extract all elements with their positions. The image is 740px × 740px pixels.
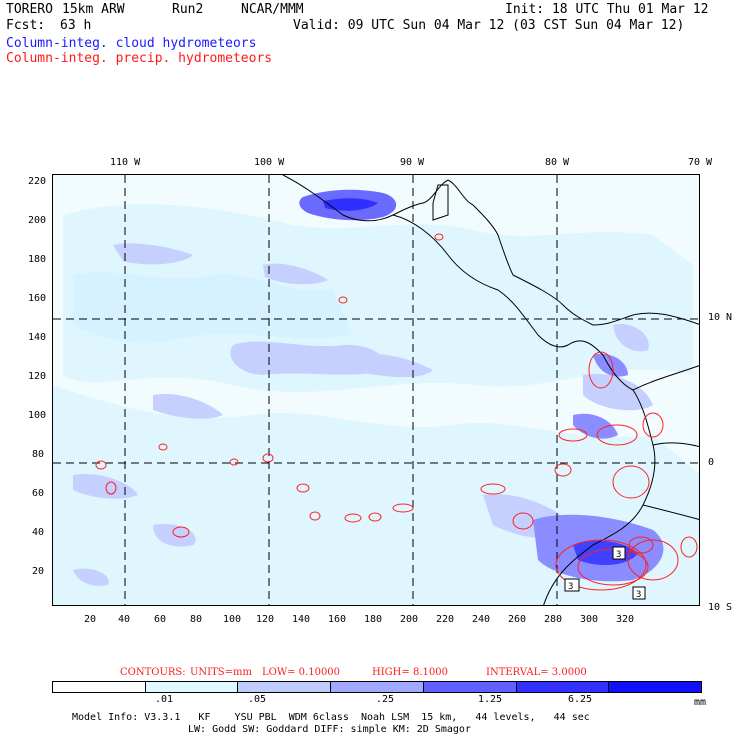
grid-lines xyxy=(53,175,699,605)
y-tick-label: 80 xyxy=(32,449,45,460)
coastlines xyxy=(282,175,699,605)
legend-swatch xyxy=(609,682,702,692)
contour-label: 3 xyxy=(568,582,573,592)
legend-swatch xyxy=(331,682,424,692)
contour-label: 3 xyxy=(636,590,641,600)
contours-low: LOW= 0.10000 xyxy=(262,667,341,678)
legend-tick: 1.25 xyxy=(478,694,503,705)
legend-swatch xyxy=(238,682,332,692)
model-run: Run2 xyxy=(172,2,204,17)
x-tick-label: 160 xyxy=(328,614,347,625)
x-tick-label: 200 xyxy=(400,614,419,625)
contours-units: UNITS=mm xyxy=(190,667,252,678)
forecast-label: Fcst: xyxy=(6,18,46,33)
y-tick-label: 40 xyxy=(32,527,45,538)
cloud-shading-heavy xyxy=(299,189,664,582)
x-tick-label: 260 xyxy=(508,614,527,625)
lon-label: 90 W xyxy=(400,157,425,168)
x-tick-label: 240 xyxy=(472,614,491,625)
legend-swatch xyxy=(53,682,146,692)
legend-units: mm xyxy=(694,697,707,708)
model-org: NCAR/MMM xyxy=(241,2,304,17)
map-panel: 3 3 3 xyxy=(52,174,700,606)
map-canvas: 3 3 3 xyxy=(53,175,699,605)
y-tick-label: 160 xyxy=(28,293,47,304)
x-tick-label: 60 xyxy=(154,614,167,625)
lon-label: 110 W xyxy=(110,157,141,168)
lat-label: 10 S xyxy=(708,602,733,613)
x-tick-label: 280 xyxy=(544,614,563,625)
contour-labels: 3 3 3 xyxy=(564,546,646,600)
y-tick-label: 120 xyxy=(28,371,47,382)
legend-tick: .01 xyxy=(155,694,174,705)
legend-tick: .25 xyxy=(376,694,395,705)
forecast-hour: 63 h xyxy=(60,18,92,33)
model-info-line1: Model Info: V3.3.1 KF YSU PBL WDM 6class… xyxy=(72,712,590,723)
init-time: Init: 18 UTC Thu 01 Mar 12 xyxy=(505,2,709,17)
valid-time: Valid: 09 UTC Sun 04 Mar 12 (03 CST Sun … xyxy=(293,18,685,33)
legend-swatch xyxy=(423,682,517,692)
model-info-line2: LW: Godd SW: Goddard DIFF: simple KM: 2D… xyxy=(188,724,471,735)
legend-swatch xyxy=(516,682,610,692)
x-tick-label: 220 xyxy=(436,614,455,625)
x-tick-label: 140 xyxy=(292,614,311,625)
y-tick-label: 140 xyxy=(28,332,47,343)
legend-colorbar xyxy=(52,681,702,693)
lon-label: 100 W xyxy=(254,157,285,168)
model-name: TORERO xyxy=(6,2,53,17)
x-tick-label: 20 xyxy=(84,614,97,625)
contour-label: 3 xyxy=(616,550,621,560)
contours-high: HIGH= 8.1000 xyxy=(372,667,448,678)
model-resolution: 15km ARW xyxy=(62,2,125,17)
lon-label: 70 W xyxy=(688,157,713,168)
contours-interval: INTERVAL= 3.0000 xyxy=(486,667,587,678)
x-tick-label: 80 xyxy=(190,614,203,625)
precip-field-title: Column-integ. precip. hydrometeors xyxy=(6,51,273,66)
x-tick-label: 120 xyxy=(256,614,275,625)
lat-label: 0 xyxy=(708,457,715,468)
legend-swatch xyxy=(145,682,239,692)
x-tick-label: 100 xyxy=(223,614,242,625)
cloud-field-title: Column-integ. cloud hydrometeors xyxy=(6,36,257,51)
y-tick-label: 220 xyxy=(28,176,47,187)
y-tick-label: 200 xyxy=(28,215,47,226)
lat-label: 10 N xyxy=(708,312,733,323)
x-tick-label: 40 xyxy=(118,614,131,625)
y-tick-label: 100 xyxy=(28,410,47,421)
x-tick-label: 180 xyxy=(364,614,383,625)
y-tick-label: 60 xyxy=(32,488,45,499)
y-tick-label: 20 xyxy=(32,566,45,577)
x-tick-label: 320 xyxy=(616,614,635,625)
legend-tick: 6.25 xyxy=(568,694,593,705)
contours-label: CONTOURS: xyxy=(120,667,186,678)
y-tick-label: 180 xyxy=(28,254,47,265)
legend-tick: .05 xyxy=(248,694,267,705)
x-tick-label: 300 xyxy=(580,614,599,625)
precip-contours xyxy=(95,233,698,591)
lon-label: 80 W xyxy=(545,157,570,168)
